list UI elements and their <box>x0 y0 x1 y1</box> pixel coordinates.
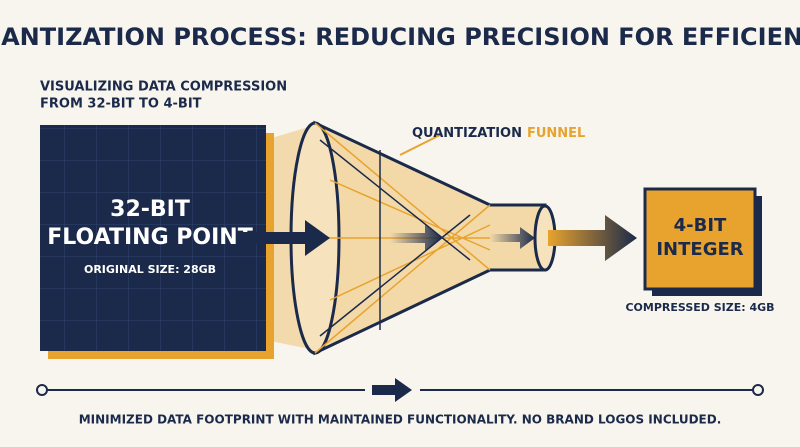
output-label: INTEGER <box>656 239 743 260</box>
arrow <box>240 220 330 256</box>
funnel-label: QUANTIZATION FUNNEL <box>412 126 585 141</box>
subtitle: VISUALIZING DATA COMPRESSION <box>40 80 287 95</box>
input-label: FLOATING POINT <box>47 225 252 250</box>
output-label: 4-BIT <box>674 215 727 236</box>
input-label: 32-BIT <box>110 197 190 222</box>
output-size: COMPRESSED SIZE: 4GB <box>625 301 774 314</box>
arrow <box>390 225 442 251</box>
input-size: ORIGINAL SIZE: 28GB <box>84 263 216 276</box>
arrow <box>490 227 535 249</box>
subtitle: FROM 32-BIT TO 4-BIT <box>40 97 202 112</box>
timeline-end <box>752 384 764 396</box>
callout-line <box>399 134 441 156</box>
footer: MINIMIZED DATA FOOTPRINT WITH MAINTAINED… <box>79 413 722 427</box>
funnel-label: QUANTIZATION <box>412 126 522 141</box>
input-grid <box>40 125 266 351</box>
timeline-end <box>36 384 48 396</box>
output-box <box>643 187 757 291</box>
timeline-arrow <box>372 378 412 402</box>
funnel-lines <box>314 122 491 354</box>
arrow <box>548 215 637 261</box>
funnel-lines <box>319 139 471 337</box>
title: QUANTIZATION PROCESS: REDUCING PRECISION… <box>0 23 800 51</box>
funnel-accent: FUNNEL <box>527 126 585 141</box>
